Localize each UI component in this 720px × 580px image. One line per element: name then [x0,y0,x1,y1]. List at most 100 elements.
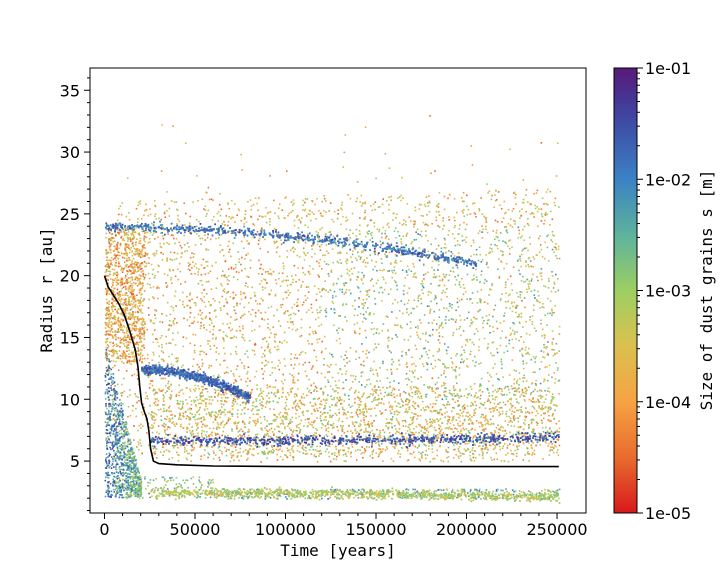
dust-grain-point [525,380,528,382]
dust-grain-point [362,313,365,316]
dust-grain-point [474,401,476,403]
dust-grain-point [449,270,452,272]
dust-grain-point [486,419,489,421]
dust-grain-point [119,205,122,207]
dust-grain-point [241,362,243,364]
dust-grain-point [551,343,554,345]
dust-grain-point [262,398,265,400]
dust-grain-point [116,223,119,225]
dust-grain-point [436,323,438,325]
dust-grain-point [526,389,528,392]
dust-grain-point [196,423,199,426]
dust-grain-point [226,443,229,446]
dust-grain-point [513,333,516,335]
dust-grain-point [227,202,229,204]
dust-grain-point [480,270,483,273]
dust-grain-point [341,328,344,330]
dust-grain-point [154,392,157,395]
dust-grain-point [444,433,446,436]
dust-grain-point [310,307,313,309]
dust-grain-point [296,328,299,330]
dust-grain-point [160,415,163,417]
dust-grain-point [316,338,318,341]
dust-grain-point [425,339,427,342]
dust-grain-point [145,208,148,211]
dust-grain-point [427,341,429,343]
dust-grain-point [356,279,358,281]
dust-grain-point [219,214,222,217]
dust-grain-point [249,391,252,394]
dust-grain-point [342,381,345,384]
dust-grain-point [224,446,226,449]
dust-grain-point [420,298,422,300]
dust-grain-point [525,415,528,418]
dust-grain-point [193,301,196,304]
dust-grain-point [330,424,332,427]
dust-grain-point [320,403,323,406]
dust-grain-point [558,350,560,352]
dust-grain-point [352,250,354,253]
dust-grain-point [162,398,165,400]
dust-grain-point [524,247,526,250]
dust-grain-point [204,209,206,211]
dust-grain-point [508,415,510,418]
dust-grain-point [371,322,373,324]
dust-grain-point [515,338,517,340]
dust-grain-point [496,351,499,354]
dust-grain-point [483,430,485,432]
dust-grain-point [491,341,494,344]
dust-grain-point [461,210,464,212]
dust-grain-point [208,395,211,398]
dust-grain-point [446,352,448,355]
dust-grain-point [150,427,153,430]
dust-grain-point [207,249,210,251]
dust-grain-point [517,420,520,423]
dust-grain-point [500,261,503,263]
dust-grain-point [511,405,514,407]
dust-grain-point [344,452,347,455]
dust-grain-point [235,318,238,321]
dust-grain-point [295,399,297,402]
dust-grain-point [444,276,447,279]
dust-grain-point [484,420,486,422]
dust-grain-point [519,409,521,411]
dust-grain-point [116,254,119,256]
dust-grain-point [551,240,554,243]
dust-grain-point [244,217,246,219]
dust-grain-point [288,427,291,430]
dust-grain-point [323,209,325,212]
dust-grain-point [539,272,541,275]
dust-grain-point [426,305,429,307]
dust-grain-point [273,240,275,243]
dust-grain-point [477,232,480,235]
dust-grain-point [359,404,362,406]
dust-grain-point [546,353,549,356]
dust-grain-point [493,409,496,411]
dust-grain-point [390,373,393,375]
dust-grain-point [189,215,192,218]
dust-grain-point [160,246,163,249]
dust-grain-point [432,252,435,254]
dust-grain-point [311,421,313,423]
dust-grain-point [260,280,263,282]
dust-grain-point [479,383,482,385]
dust-grain-point [273,432,275,435]
dust-grain-point [209,345,211,347]
dust-grain-point [276,436,279,439]
dust-grain-point [414,402,417,404]
dust-grain-point [441,398,444,401]
dust-grain-point [237,208,240,210]
dust-grain-point [274,293,277,296]
dust-grain-point [172,320,175,322]
dust-grain-point [257,243,260,245]
dust-grain-point [384,391,386,394]
dust-grain-point [153,439,155,442]
dust-grain-point [447,455,450,458]
dust-grain-point [416,334,419,336]
dust-grain-point [313,455,316,458]
dust-grain-point [229,452,232,455]
dust-grain-point [242,292,245,294]
dust-grain-point [505,413,507,415]
dust-grain-point [414,386,417,388]
dust-grain-point [537,279,539,282]
